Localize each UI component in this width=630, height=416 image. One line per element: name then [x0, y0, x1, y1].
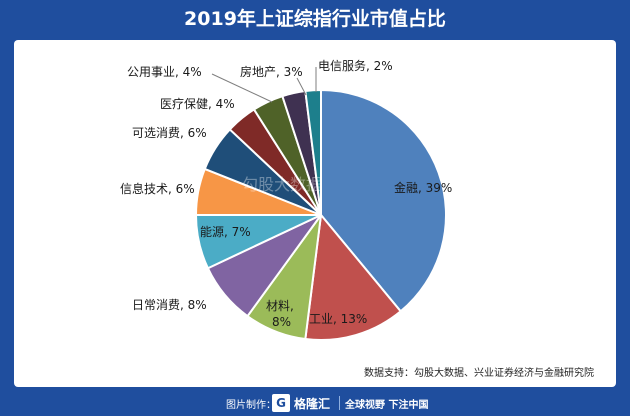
slice-label-3: 材料, 8% [266, 299, 294, 329]
leader-line-9 [211, 73, 273, 103]
slice-label-4: 日常消费, 8% [132, 298, 207, 312]
pie-slice-2 [304, 212, 403, 341]
slice-label-1: 金融, 39% [394, 180, 452, 195]
slice-label-2: 工业, 13% [309, 312, 367, 326]
slice-label-9: 公用事业, 4% [127, 65, 202, 79]
footer-divider [339, 396, 340, 410]
slice-label-5: 能源, 7% [200, 225, 251, 239]
watermark: 勾股大数据 [242, 175, 322, 194]
slice-label-6: 信息技术, 6% [120, 181, 195, 196]
slice-label-7: 可选消费, 6% [132, 126, 207, 140]
made-by-label: 图片制作： [226, 400, 276, 411]
pie-slice-11 [304, 88, 322, 216]
pie-slice-1 [320, 88, 447, 313]
brand-logo-icon: G [272, 394, 290, 412]
slogan: 全球视野 下注中国 [345, 400, 429, 411]
footer: 图片制作： G 格隆汇 全球视野 下注中国 [0, 390, 630, 416]
brand-name: 格隆汇 [294, 397, 331, 411]
slice-label-11: 电信服务, 2% [318, 58, 393, 73]
slice-label-8: 医疗保健, 4% [160, 97, 235, 111]
slice-label-10: 房地产, 3% [240, 64, 303, 79]
pie-chart: 勾股大数据 金融, 39% 工业, 13% 材料, 8% 日常消费, 8% 能源, 7% 信息… [120, 58, 452, 341]
chart-panel: 勾股大数据 金融, 39% 工业, 13% 材料, 8% 日常消费, 8% 能源, 7% 信息… [14, 40, 616, 387]
page-title: 2019年上证综指行业市值占比 [184, 8, 446, 30]
leader-line-10 [296, 77, 307, 96]
data-source-note: 数据支持：勾股大数据、兴业证券经济与金融研究院 [364, 368, 594, 379]
